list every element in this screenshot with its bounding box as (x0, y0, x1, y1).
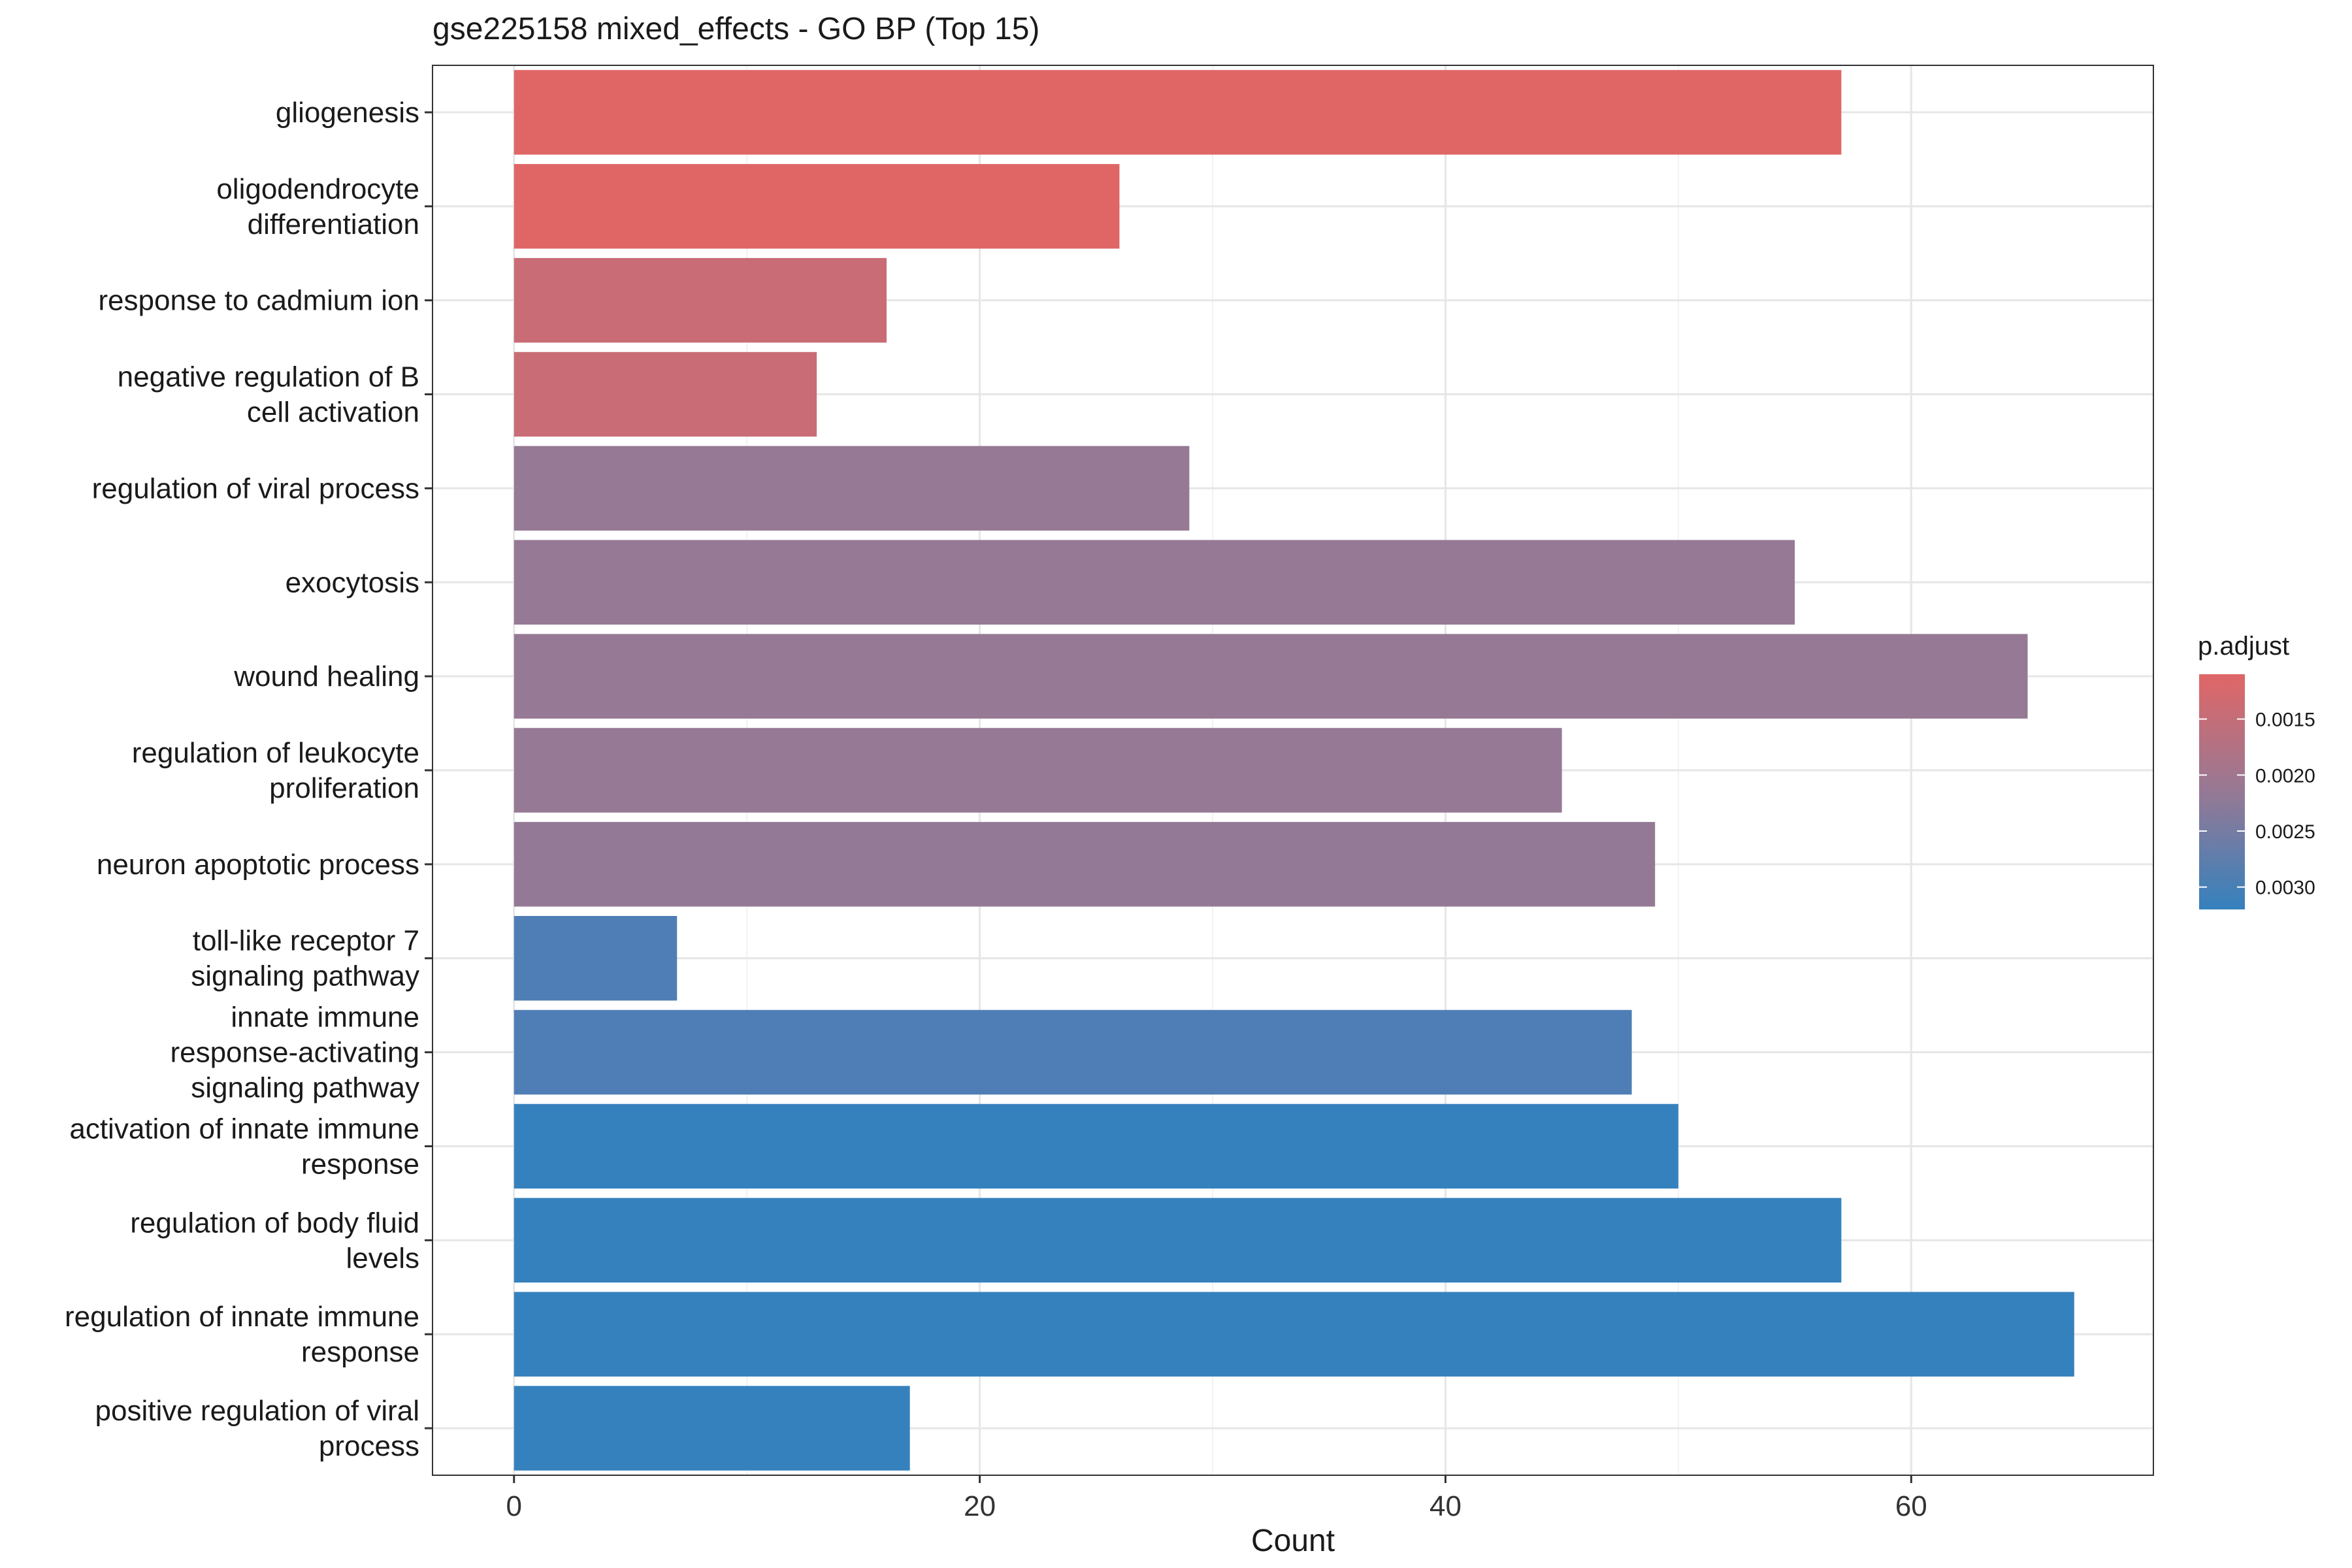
y-tick-label: exocytosis (286, 566, 419, 598)
bar (514, 822, 1656, 907)
y-tick-labels: gliogenesis oligodendrocyte differentiatio… (65, 97, 419, 1462)
y-tick-label: regulation of body fluid levels (130, 1207, 419, 1274)
legend-title: p.adjust (2198, 632, 2289, 661)
x-tick-label: 60 (1895, 1490, 1927, 1522)
bar (514, 1103, 1678, 1189)
bar (514, 446, 1190, 531)
y-tick-label: response to cadmium ion (98, 285, 419, 317)
bar (514, 915, 678, 1001)
y-tick-label: activation of innate immune response (69, 1113, 419, 1180)
bar (514, 1386, 910, 1471)
x-axis-title: Count (1251, 1524, 1335, 1558)
bar (514, 634, 2028, 719)
y-tick-label: regulation of innate immune response (65, 1301, 419, 1368)
bar (514, 70, 1842, 155)
y-tick-label: toll-like receptor 7 signaling pathway (191, 925, 419, 992)
bar (514, 540, 1795, 625)
y-tick-label: oligodendrocyte differentiation (216, 173, 419, 240)
y-tick-label: gliogenesis (276, 97, 419, 129)
bar (514, 728, 1562, 813)
legend: p.adjust 0.0015 0.0020 0.0025 0.0030 (2198, 632, 2315, 909)
bar (514, 1198, 1842, 1283)
colorbar-tick-label: 0.0020 (2255, 765, 2315, 787)
x-ticks: 0 20 40 60 (506, 1475, 1927, 1522)
bars (514, 70, 2074, 1471)
y-tick-label: neuron apoptotic process (97, 849, 419, 881)
y-tick-label: positive regulation of viral process (95, 1395, 419, 1462)
chart-title: gse225158 mixed_effects - GO BP (Top 15) (433, 12, 1039, 46)
colorbar (2199, 674, 2245, 909)
x-tick-label: 40 (1429, 1490, 1462, 1522)
colorbar-tick-label: 0.0025 (2255, 821, 2315, 843)
bar (514, 1292, 2074, 1377)
bar (514, 351, 817, 437)
y-tick-label: wound healing (233, 661, 419, 693)
x-tick-label: 0 (506, 1490, 522, 1522)
y-tick-label: regulation of viral process (92, 472, 419, 504)
y-ticks (425, 111, 433, 1429)
colorbar-ticks: 0.0015 0.0020 0.0025 0.0030 (2199, 710, 2315, 899)
y-tick-label: innate immune response-activating signalin… (170, 1002, 419, 1104)
colorbar-tick-label: 0.0030 (2255, 877, 2315, 899)
bar (514, 1009, 1632, 1095)
bar (514, 257, 887, 343)
y-tick-label: regulation of leukocyte proliferation (132, 737, 419, 804)
bar (514, 164, 1120, 249)
colorbar-tick-label: 0.0015 (2255, 710, 2315, 731)
x-tick-label: 20 (964, 1490, 996, 1522)
